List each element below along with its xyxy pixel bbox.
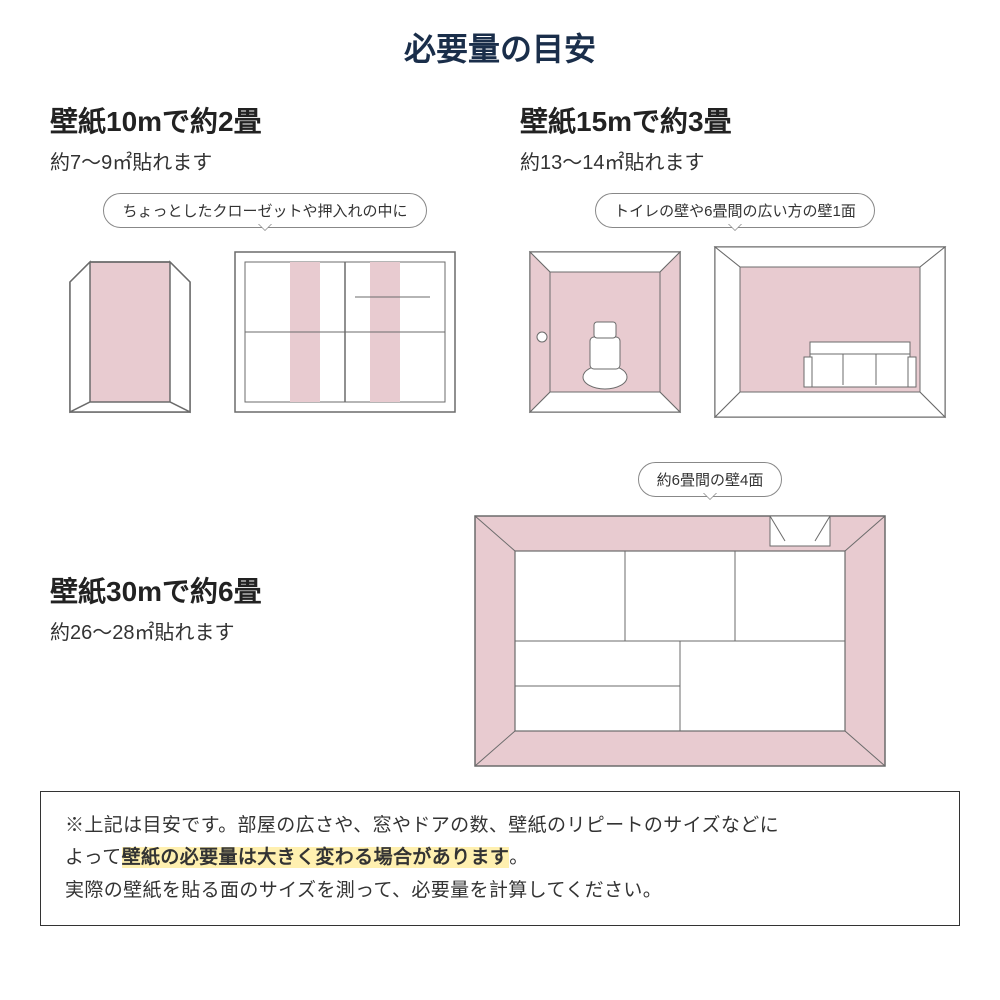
section-heading: 壁紙30mで約6畳 — [50, 570, 430, 610]
page-title: 必要量の目安 — [0, 0, 1000, 70]
footnote-line2-suffix: 。 — [509, 847, 528, 868]
section-sub: 約26～28㎡貼れます — [50, 616, 430, 645]
footnote-box: ※上記は目安です。部屋の広さや、窓やドアの数、壁紙のリピートのサイズなどに よっ… — [40, 791, 960, 926]
living-wall-icon — [710, 242, 950, 422]
caption-bubble: ちょっとしたクローゼットや押入れの中に — [103, 193, 426, 228]
sliding-closet-icon — [230, 242, 460, 422]
caption-bubble: 約6畳間の壁4面 — [638, 462, 783, 497]
footnote-line3: 実際の壁紙を貼る面のサイズを測って、必要量を計算してください。 — [65, 880, 662, 901]
section-heading: 壁紙15mで約3畳 — [520, 100, 950, 140]
footnote-highlight: 壁紙の必要量は大きく変わる場合があります — [122, 847, 510, 868]
footnote-line2-prefix: よって — [65, 847, 122, 868]
section-sub: 約13～14㎡貼れます — [520, 146, 950, 175]
section-10m: 壁紙10mで約2畳 約7～9㎡貼れます ちょっとしたクローゼットや押入れの中に — [50, 100, 480, 422]
illustration-toilet-room — [520, 242, 950, 422]
illustration-closet — [50, 242, 480, 422]
sections-grid: 壁紙10mで約2畳 約7～9㎡貼れます ちょっとしたクローゼットや押入れの中に — [0, 70, 1000, 781]
room-plan-icon — [470, 511, 890, 771]
section-heading: 壁紙10mで約2畳 — [50, 100, 480, 140]
section-15m: 壁紙15mで約3畳 約13～14㎡貼れます トイレの壁や6畳間の広い方の壁1面 — [520, 100, 950, 422]
footnote-line1: ※上記は目安です。部屋の広さや、窓やドアの数、壁紙のリピートのサイズなどに — [65, 815, 779, 836]
caption-bubble: トイレの壁や6畳間の広い方の壁1面 — [595, 193, 875, 228]
closet-icon — [50, 242, 210, 422]
toilet-room-icon — [520, 242, 690, 422]
section-30m: 壁紙30mで約6畳 約26～28㎡貼れます 約6畳間の壁4面 — [50, 462, 950, 771]
section-sub: 約7～9㎡貼れます — [50, 146, 480, 175]
